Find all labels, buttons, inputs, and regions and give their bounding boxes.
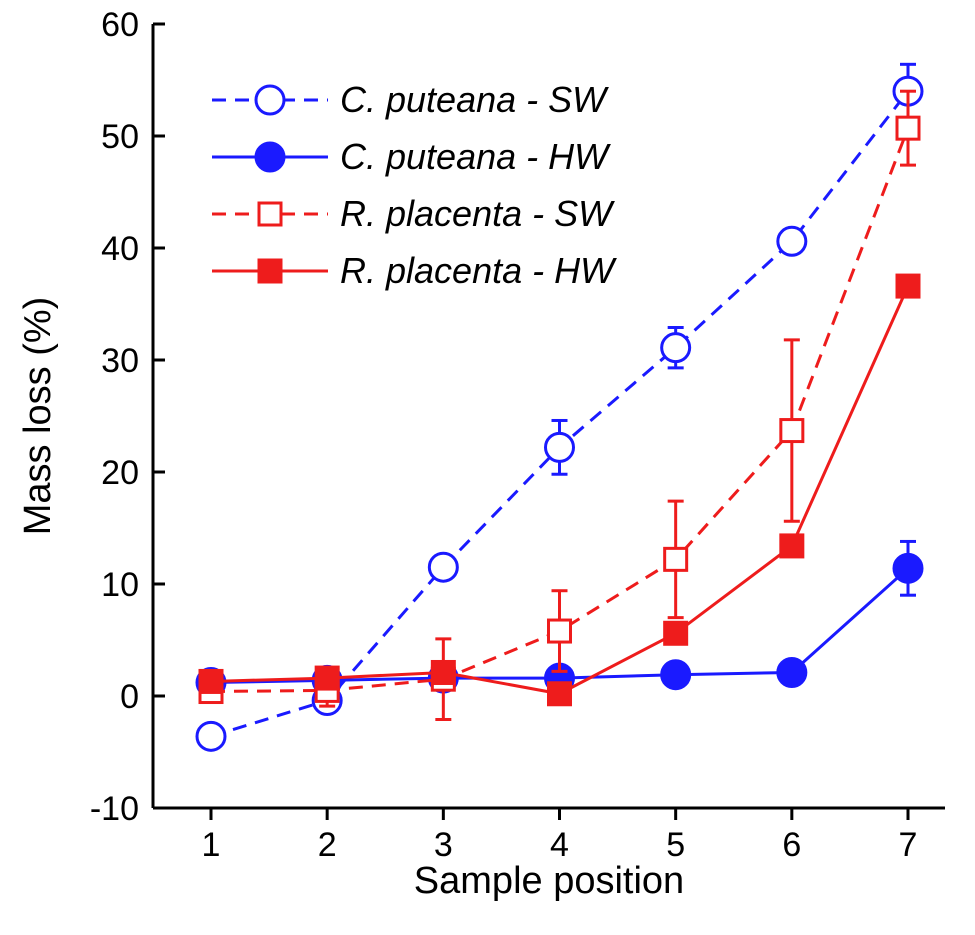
data-point — [776, 225, 808, 257]
legend-marker — [254, 141, 286, 173]
legend-marker — [257, 258, 283, 284]
x-tick-label: 7 — [899, 826, 918, 864]
x-tick-label: 2 — [318, 826, 337, 864]
data-point — [544, 431, 575, 463]
y-tick-label: 20 — [101, 454, 139, 492]
data-point — [195, 720, 227, 752]
legend-item-1: C. puteana - SW — [212, 79, 609, 120]
legend-item-4: R. placenta - HW — [212, 250, 617, 291]
data-point — [779, 418, 805, 444]
data-point — [776, 656, 808, 688]
x-tick-label: 3 — [434, 826, 453, 864]
legend-item-3: R. placenta - SW — [212, 193, 615, 234]
y-tick-label: 60 — [101, 6, 139, 44]
legend-label: R. placenta - HW — [340, 250, 617, 291]
x-axis-title: Sample position — [414, 860, 684, 902]
y-axis-title: Mass loss (%) — [17, 297, 59, 536]
data-point — [660, 659, 692, 691]
legend-label: C. puteana - HW — [340, 136, 611, 177]
legend-label: R. placenta - SW — [340, 193, 615, 234]
legend-item-2: C. puteana - HW — [212, 136, 611, 177]
legend-label: C. puteana - SW — [340, 79, 609, 120]
data-point — [895, 273, 921, 299]
series-layer — [195, 62, 924, 752]
data-point — [663, 620, 689, 646]
data-point — [427, 551, 459, 583]
data-point — [660, 332, 692, 364]
axes: -10 0 10 20 30 40 50 60 1 2 3 4 5 6 7 — [90, 6, 945, 864]
data-point — [314, 665, 340, 691]
legend-marker — [254, 84, 286, 116]
data-point — [895, 115, 921, 141]
y-tick-label: 30 — [101, 342, 139, 380]
series-3 — [198, 89, 921, 722]
x-tick-label: 5 — [666, 826, 685, 864]
x-tick-label: 6 — [782, 826, 801, 864]
y-tick-label: 50 — [101, 118, 139, 156]
x-tick-label: 4 — [550, 826, 569, 864]
y-tick-label: 40 — [101, 230, 139, 268]
legend: C. puteana - SW C. puteana - HW R. placent… — [212, 79, 617, 291]
data-point — [663, 546, 689, 572]
y-tick-label: 0 — [120, 678, 139, 716]
x-tick-label: 1 — [202, 826, 221, 864]
data-point — [430, 659, 456, 685]
legend-marker — [257, 201, 283, 227]
data-point — [892, 552, 924, 584]
y-tick-label: 10 — [101, 566, 139, 604]
series-4 — [198, 273, 921, 707]
data-point — [547, 681, 572, 707]
data-point — [547, 618, 572, 644]
y-tick-label: -10 — [90, 790, 139, 828]
data-point — [779, 533, 805, 559]
data-point — [198, 668, 224, 694]
